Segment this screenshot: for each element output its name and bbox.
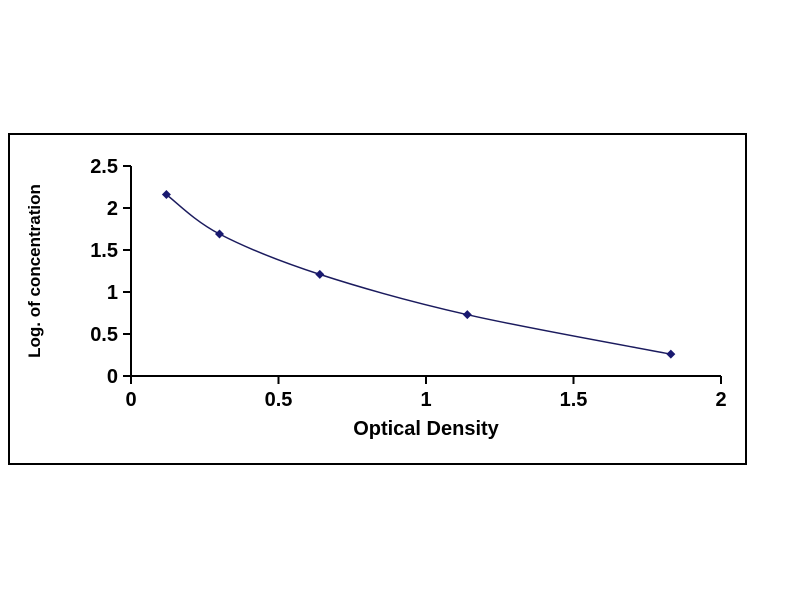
x-tick-label: 1.5 xyxy=(560,389,588,411)
y-tick-label: 0 xyxy=(107,366,118,388)
data-point-marker xyxy=(161,190,171,200)
x-tick-label: 0 xyxy=(125,389,136,411)
x-axis-title: Optical Density xyxy=(353,418,499,440)
y-tick-label: 2 xyxy=(107,198,118,220)
y-axis-title: Log. of concentration xyxy=(25,184,44,358)
plot-elements: 0 0.5 1 1.5 2 0 0.5 1 1.5 2 2.5 xyxy=(90,156,726,411)
y-tick-label: 2.5 xyxy=(90,156,118,178)
x-tick-label: 0.5 xyxy=(265,389,293,411)
data-point-marker xyxy=(215,229,224,239)
x-tick-label: 1 xyxy=(420,389,431,411)
y-tick-label: 1.5 xyxy=(90,240,118,262)
curve-path xyxy=(165,193,672,355)
y-tick-label: 0.5 xyxy=(90,324,118,346)
y-tick-label: 1 xyxy=(107,282,118,304)
data-point-marker xyxy=(666,349,676,359)
data-point-marker xyxy=(462,310,472,320)
data-point-marker xyxy=(315,269,325,279)
x-tick-label: 2 xyxy=(715,389,726,411)
